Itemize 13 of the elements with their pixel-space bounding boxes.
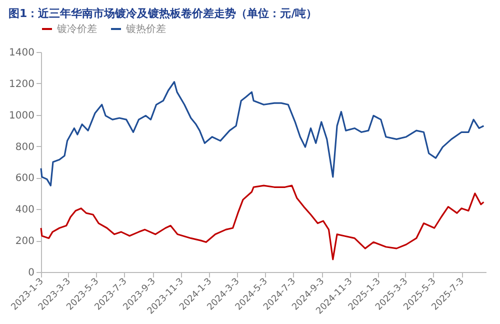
y-tick-label: 1400 [9,48,34,58]
legend-label: 镀热价差 [125,23,166,35]
y-tick-label: 200 [15,236,34,248]
y-tick-label: 0 [28,268,34,278]
y-tick-label: 400 [15,204,34,216]
legend-label: 镀冷价差 [56,23,97,35]
line-series [40,81,484,186]
y-tick-label: 800 [15,142,34,153]
y-tick-label: 1000 [9,110,34,122]
chart-title: 图1：近三年华南市场镀冷及镀热板卷价差走势（单位：元/吨） [8,7,318,20]
y-tick-label: 1200 [9,78,34,90]
line-series [40,184,484,260]
y-tick-label: 600 [15,173,34,184]
